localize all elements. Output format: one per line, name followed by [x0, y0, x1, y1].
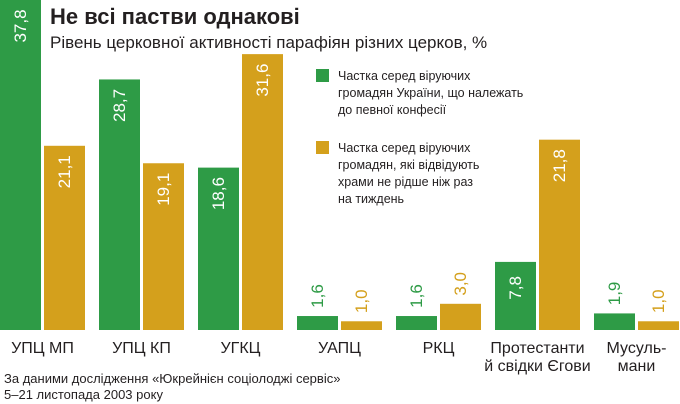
bar-value-label-s2-5: 21,8	[550, 149, 569, 182]
bars-layer	[0, 0, 679, 330]
legend-label-2-2: храми не рідше ніж раз	[338, 175, 473, 189]
category-label-6-1: мани	[618, 358, 656, 375]
category-label-4-0: РКЦ	[423, 340, 455, 357]
category-label-5-1: й свідки Єгови	[484, 358, 590, 375]
legend-label-1-2: до певної конфесії	[338, 103, 447, 117]
bar-series1-3	[297, 316, 338, 330]
bar-value-label-s2-6: 1,0	[649, 289, 668, 313]
bar-value-label-s2-2: 31,6	[253, 64, 272, 97]
bar-value-label-s1-6: 1,9	[605, 282, 624, 306]
legend-swatch-1	[316, 69, 329, 82]
bar-series1-0	[0, 0, 41, 330]
legend-label-2-0: Частка серед віруючих	[338, 141, 471, 155]
bar-value-label-s2-1: 19,1	[154, 173, 173, 206]
bar-series2-3	[341, 321, 382, 330]
chart-title: Не всі пастви однакові	[50, 4, 300, 29]
category-label-3-0: УАПЦ	[318, 340, 361, 357]
bar-series1-1	[99, 79, 140, 330]
bar-value-label-s1-3: 1,6	[308, 284, 327, 308]
bar-series2-2	[242, 54, 283, 330]
bar-value-label-s2-4: 3,0	[451, 272, 470, 296]
bar-value-label-s1-4: 1,6	[407, 284, 426, 308]
bar-series1-4	[396, 316, 437, 330]
bar-value-label-s1-5: 7,8	[506, 276, 525, 300]
category-label-2-0: УГКЦ	[221, 340, 261, 357]
chart-subtitle: Рівень церковної активності парафіян різ…	[50, 33, 487, 52]
legend-swatch-2	[316, 141, 329, 154]
source-note: За даними дослідження «Юкрейнієн соціоло…	[4, 371, 340, 402]
bar-series2-1	[143, 163, 184, 330]
legend-label-1-0: Частка серед віруючих	[338, 69, 471, 83]
bar-series1-5	[495, 261, 536, 330]
legend-label-1-1: громадян України, що належать	[338, 86, 523, 100]
bar-value-label-s2-3: 1,0	[352, 289, 371, 313]
bar-series2-5	[539, 139, 580, 330]
bar-series1-6	[594, 313, 635, 330]
legend-label-2-1: громадян, які відвідують	[338, 158, 479, 172]
bar-value-labels: 37,8 21,1 28,7 19,1 18,6 31,6 1,6 1,0 1,6 3,0 7,8 2…	[11, 9, 668, 313]
bar-value-label-s1-1: 28,7	[110, 89, 129, 122]
category-label-6-0: Мусуль-	[607, 340, 667, 357]
bar-series1-2	[198, 167, 239, 330]
bar-value-label-s1-0: 37,8	[11, 9, 30, 42]
legend: Частка серед віруючих громадян України, щ…	[316, 69, 523, 206]
bar-series2-6	[638, 321, 679, 330]
bar-series2-4	[440, 303, 481, 330]
category-label-0-0: УПЦ МП	[11, 340, 74, 357]
source-line-0: За даними дослідження «Юкрейнієн соціоло…	[4, 371, 340, 386]
legend-label-2-3: на тиждень	[338, 192, 404, 206]
category-label-1-0: УПЦ КП	[112, 340, 171, 357]
bar-value-label-s1-2: 18,6	[209, 177, 228, 210]
source-line-1: 5–21 листопада 2003 року	[4, 387, 163, 402]
bar-value-label-s2-0: 21,1	[55, 155, 74, 188]
category-label-5-0: Протестанти	[490, 340, 584, 357]
bar-series2-0	[44, 145, 85, 330]
